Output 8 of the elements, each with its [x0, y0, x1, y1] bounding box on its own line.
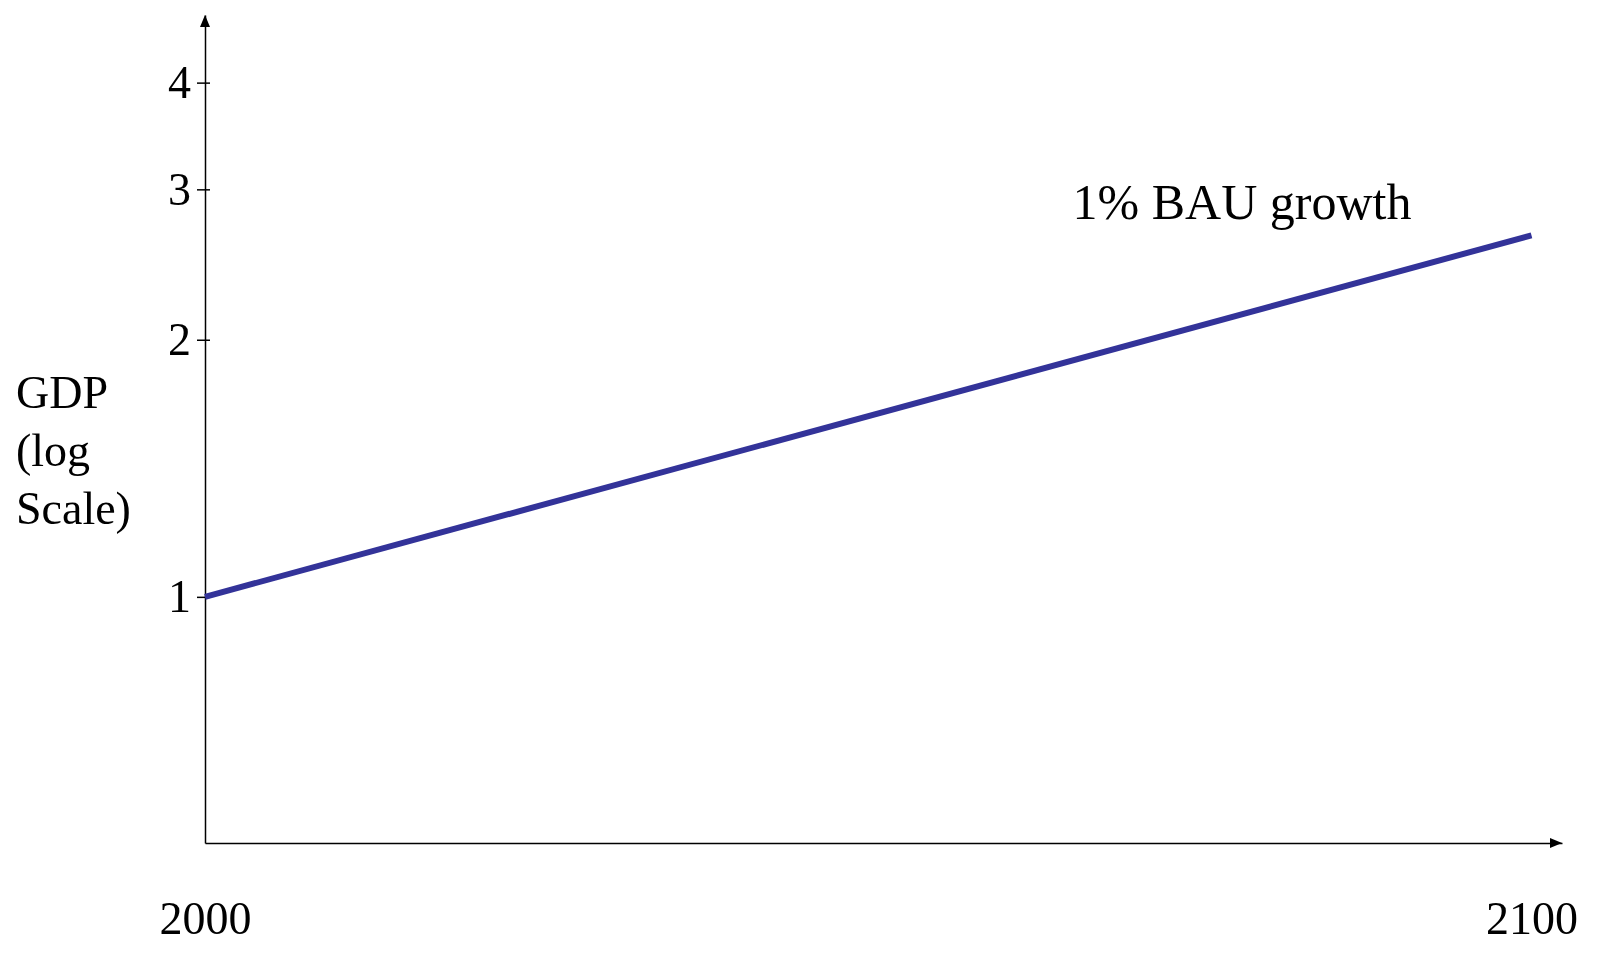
series-label: 1% BAU growth	[1072, 174, 1412, 231]
y-tick-label: 2	[168, 313, 191, 365]
y-tick-label: 4	[168, 56, 191, 108]
x-tick-label: 2000	[159, 892, 252, 944]
x-tick-label: 2100	[1485, 892, 1578, 944]
y-axis-title: GDP (log Scale)	[16, 367, 131, 534]
y-tick-label: 3	[168, 163, 191, 215]
y-tick-label: 1	[168, 571, 191, 623]
